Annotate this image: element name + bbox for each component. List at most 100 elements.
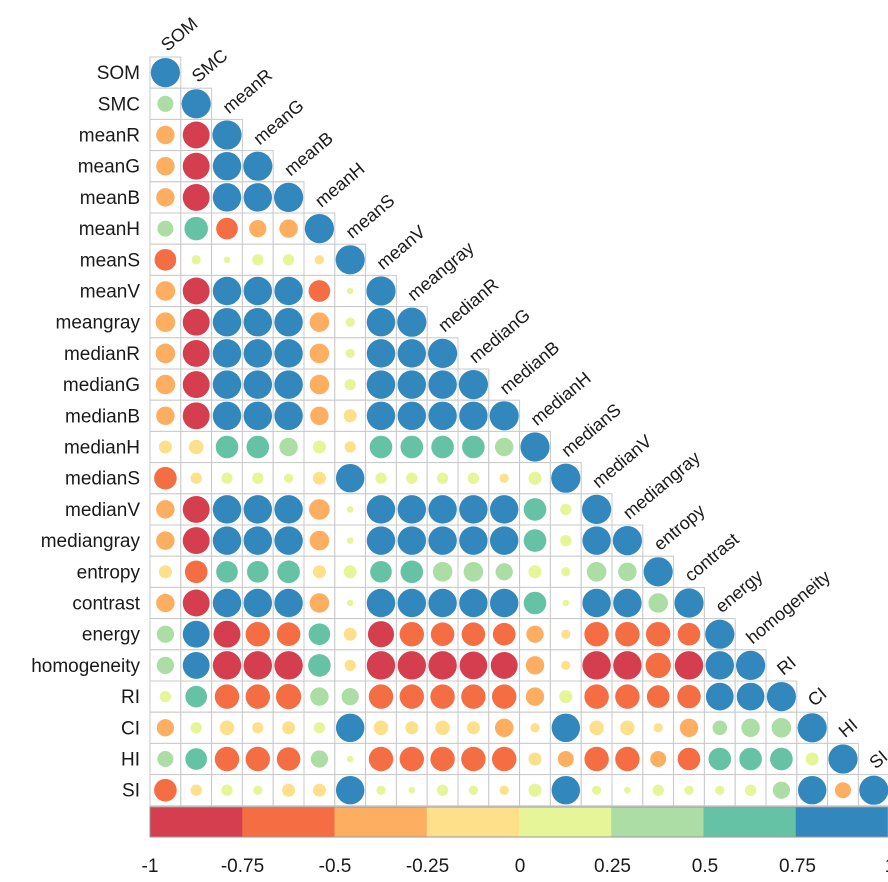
corr-circle-CI-mediangray (620, 720, 635, 736)
corr-circle-energy-entropy (645, 621, 671, 647)
corr-circle-RI-meanR (214, 684, 240, 709)
corr-circle-entropy-SOM (158, 565, 172, 579)
row-label-energy: energy (82, 625, 141, 646)
corr-circle-medianS-SOM (154, 466, 177, 490)
corr-circle-HI-medianG (461, 746, 486, 772)
corr-circle-mediangray-medianB (489, 526, 519, 555)
corr-circle-HI-energy (708, 747, 732, 771)
corr-circle-meanH-SOM (157, 220, 174, 237)
corr-circle-CI-meanG (252, 722, 264, 734)
row-label-meangray: meangray (56, 313, 141, 334)
corr-circle-medianR-meanS (345, 348, 355, 359)
colorbar-segment (703, 807, 797, 837)
corr-circle-medianR-meanR (212, 339, 242, 368)
corr-circle-CI-homogeneity (741, 718, 760, 738)
corr-circle-HI-SMC (185, 748, 208, 770)
corr-circle-energy-medianG (461, 622, 486, 646)
corr-circle-energy-medianR (430, 622, 455, 646)
corr-circle-medianV-meanG (243, 495, 273, 524)
corr-circle-energy-meanB (276, 622, 301, 646)
corr-circle-medianB-meanS (343, 409, 357, 423)
colorbar-tick-label: 0.5 (692, 856, 718, 877)
corr-circle-meanG-meanG (243, 151, 273, 181)
corr-circle-medianV-medianV (582, 494, 612, 524)
corr-circle-mediangray-meanV (366, 526, 396, 555)
corr-circle-medianV-meanV (366, 495, 396, 524)
corr-circle-SI-medianV (591, 785, 602, 795)
corr-circle-entropy-meanB (277, 560, 300, 584)
column-label-entropy: entropy (650, 500, 709, 554)
cell-entropy-medianV (580, 555, 613, 588)
corr-circle-meanH-meanR (216, 217, 238, 240)
row-label-medianS: medianS (65, 469, 140, 490)
row-label-SMC: SMC (98, 94, 140, 115)
colorbar-tick-label: -0.25 (406, 856, 449, 877)
corr-circle-SI-SMC (190, 784, 202, 796)
corr-circle-mediangray-meangray (397, 526, 427, 555)
column-label-meanH: meanH (311, 158, 368, 211)
corr-circle-SOM-SOM (150, 58, 180, 88)
corr-circle-HI-RI (770, 747, 793, 771)
corr-circle-mediangray-mediangray (612, 526, 643, 556)
colorbar (149, 806, 888, 838)
corr-circle-SI-RI (772, 781, 791, 799)
corr-circle-mediangray-medianG (459, 526, 488, 555)
corr-circle-SI-HI (835, 782, 851, 799)
corr-circle-medianS-medianR (436, 472, 449, 484)
colorbar-tick-label: 0.75 (779, 856, 816, 877)
corr-circle-HI-mediangray (615, 746, 640, 772)
corr-circle-entropy-meanS (343, 565, 357, 579)
column-label-SOM: SOM (157, 13, 201, 55)
corr-circle-energy-contrast (677, 622, 701, 646)
corr-circle-medianV-medianS (560, 503, 572, 516)
corr-circle-HI-medianR (430, 746, 455, 772)
corr-circle-homogeneity-medianR (428, 651, 457, 680)
corr-circle-medianH-meanH (312, 440, 326, 454)
corr-circle-RI-meanB (275, 683, 302, 710)
corr-circle-meanH-SMC (184, 216, 208, 241)
corr-circle-meanS-meanH (314, 255, 325, 265)
corr-circle-RI-meanH (310, 687, 329, 706)
corr-circle-medianB-meangray (397, 401, 427, 431)
corr-circle-energy-SMC (182, 620, 210, 648)
corr-circle-RI-medianH (525, 687, 545, 706)
corr-circle-contrast-medianH (523, 591, 547, 615)
corr-circle-medianS-medianG (467, 472, 480, 484)
corr-circle-CI-meanH (313, 722, 326, 734)
column-label-meanG: meanG (250, 95, 308, 148)
corr-circle-medianV-medianR (428, 495, 457, 524)
corr-circle-CI-medianH (530, 723, 540, 733)
corr-circle-CI-medianV (589, 720, 604, 736)
corr-circle-contrast-medianS (562, 599, 570, 607)
column-label-medianH: medianH (527, 368, 595, 430)
colorbar-segment (426, 807, 520, 837)
corr-circle-mediangray-SOM (156, 531, 175, 550)
corr-circle-mediangray-medianS (560, 534, 572, 547)
colorbar-segment (150, 807, 243, 837)
corr-circle-homogeneity-homogeneity (736, 650, 766, 681)
corr-circle-meanR-SOM (156, 125, 175, 145)
corr-circle-HI-meanR (214, 746, 240, 772)
corr-circle-medianB-medianB (489, 401, 519, 431)
corr-circle-mediangray-meanH (309, 530, 330, 551)
corr-circle-entropy-medianG (463, 562, 484, 582)
corr-circle-medianG-meanB (274, 370, 303, 399)
corr-circle-medianR-meangray (397, 339, 427, 368)
column-label-medianB: medianB (496, 337, 563, 398)
corr-circle-HI-contrast (677, 747, 701, 771)
colorbar-frame (149, 806, 888, 838)
corr-circle-HI-medianB (491, 746, 517, 772)
corr-circle-medianR-meanG (243, 339, 273, 368)
corr-circle-meangray-meanV (366, 307, 396, 337)
corr-circle-homogeneity-contrast (674, 651, 704, 680)
row-label-meanS: meanS (80, 250, 140, 271)
corr-circle-meanS-meanG (252, 254, 264, 266)
corr-circle-CI-meanB (282, 721, 296, 735)
corr-circle-HI-meanG (245, 746, 271, 772)
corr-circle-meanV-SOM (155, 281, 176, 301)
row-label-medianH: medianH (64, 438, 140, 459)
colorbar-tick-labels: -1 -0.75 -0.5 -0.25 0 0.25 0.5 0.75 1 (142, 856, 888, 877)
corr-circle-medianR-meanH (309, 343, 330, 364)
corr-circle-mediangray-SMC (182, 527, 210, 555)
corr-circle-HI-medianV (584, 746, 609, 772)
